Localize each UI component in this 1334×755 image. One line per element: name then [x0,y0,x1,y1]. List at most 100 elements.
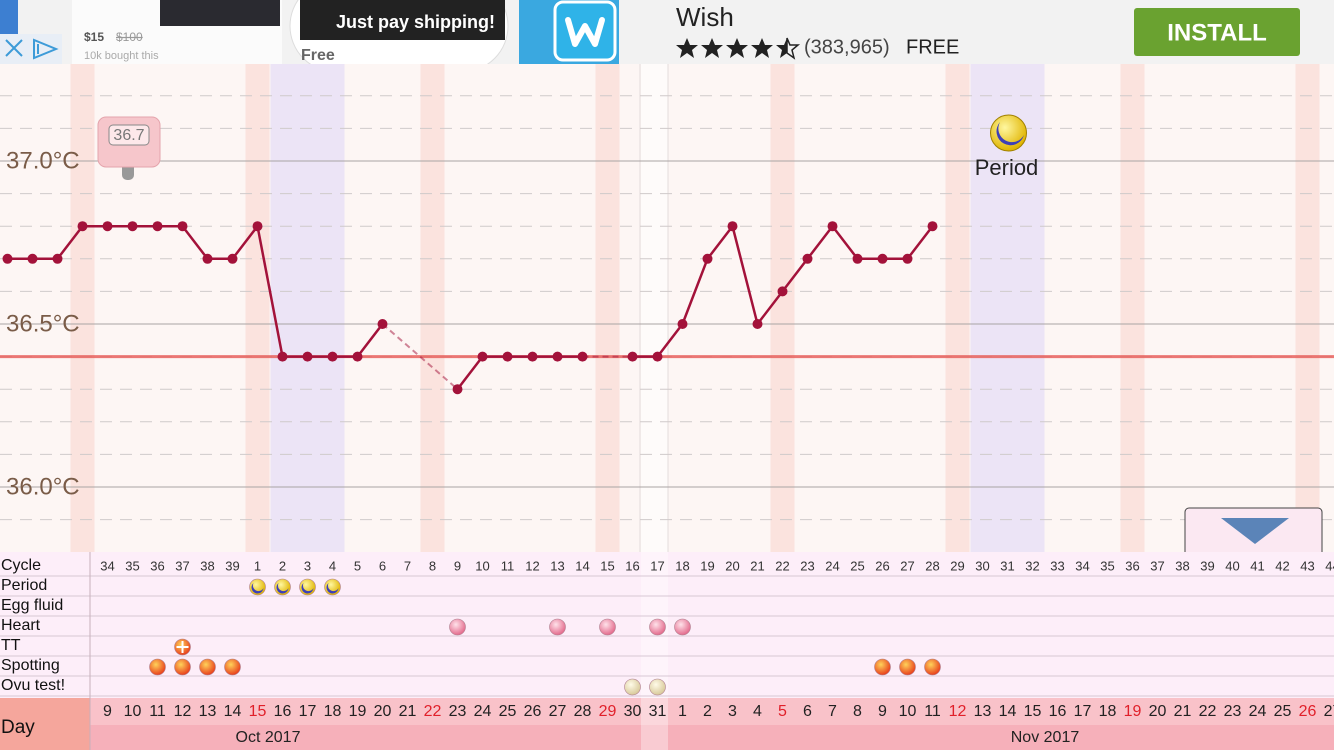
ad-title: Wish [676,2,734,32]
row-label: TT [1,637,21,654]
cycle-day: 44 [1325,558,1334,573]
ad-sold: 10k bought this [84,50,159,62]
temperature-point [2,253,13,264]
cycle-day: 23 [800,558,814,573]
month-label: Nov 2017 [1011,729,1080,746]
temperature-point [477,351,488,362]
x-tick-label: 12 [174,703,192,720]
spotting-icon [174,658,191,676]
x-tick-label: 9 [103,703,112,720]
x-tick-label: 13 [199,703,217,720]
temperature-point [902,253,913,264]
period-icon-moon [326,583,339,594]
tt-icon-cross [176,641,189,653]
period-icon [990,114,1027,152]
cycle-day: 7 [404,558,411,573]
temperature-point [827,221,838,232]
ad-choices-icon[interactable] [33,38,59,60]
ovu-test-icon [649,678,666,696]
cycle-day: 4 [329,558,336,573]
cycle-day: 37 [1150,558,1164,573]
today-band [641,64,668,552]
cycle-day: 26 [875,558,889,573]
cycle-day: 38 [200,558,214,573]
cycle-day: 30 [975,558,989,573]
cycle-day: 16 [625,558,639,573]
cycle-day: 35 [1100,558,1114,573]
cycle-day: 21 [750,558,764,573]
x-tick-label: 13 [974,703,992,720]
ad-promo: Just pay shipping! [336,12,495,32]
temperature-point [552,351,563,362]
temperature-point [577,351,588,362]
cycle-day: 3 [304,558,311,573]
temperature-point [127,221,138,232]
temperature-point [327,351,338,362]
cycle-day: 1 [254,558,261,573]
x-tick-label: 20 [374,703,392,720]
row-label: Day [1,717,35,738]
period-icon-moon [301,583,314,594]
temperature-point [177,221,188,232]
x-tick-label: 25 [499,703,517,720]
x-tick-label: 18 [1099,703,1117,720]
ad-close-icon[interactable] [5,39,23,57]
x-tick-label: 2 [703,703,712,720]
x-tick-label: 17 [299,703,317,720]
ad-install-label[interactable]: INSTALL [1167,19,1267,46]
temperature-point [777,286,788,297]
period-band [270,64,345,552]
x-tick-label: 25 [1274,703,1292,720]
temperature-point [377,319,388,329]
cycle-day: 36 [1125,558,1139,573]
x-tick-label: 23 [449,703,467,720]
cycle-day: 24 [825,558,839,573]
cycle-day: 33 [1050,558,1064,573]
ad-image [0,0,18,34]
cycle-day: 43 [1300,558,1314,573]
temperature-point [452,384,463,395]
ad-price-old: $100 [116,30,143,44]
row-label: Ovu test! [1,677,65,694]
temperature-chart: 36.0°C 36.5°C 37.0°C 36.7 Period [0,64,1334,552]
weekend-band [595,64,620,552]
temperature-point [752,319,763,329]
temperature-point [627,351,638,362]
x-tick-label: 30 [624,703,642,720]
row-label: Period [1,577,47,594]
row-label: Cycle [1,557,41,574]
weekend-band [1295,64,1320,552]
cycle-day: 34 [1075,558,1089,573]
day-label-cell [0,698,90,750]
temperature-point [202,253,213,264]
weekend-band [945,64,970,552]
weekend-band [70,64,95,552]
cycle-day: 32 [1025,558,1039,573]
temperature-point [27,253,38,264]
x-tick-label: 22 [1199,703,1217,720]
x-tick-label: 11 [924,703,941,720]
temperature-point [527,351,538,362]
temperature-point [252,221,263,232]
ad-product-image [160,0,280,26]
temperature-point [677,319,688,329]
x-tick-label: 21 [399,703,417,720]
weekend-band [245,64,270,552]
ad-promo-image [300,0,505,40]
temperature-line [7,224,384,358]
ad-banner[interactable]: $15 $100 10k bought this Just pay shippi… [0,0,1334,73]
temperature-point [277,351,288,362]
x-tick-label: 15 [249,703,267,720]
temperature-point [227,253,238,264]
row-label: Egg fluid [1,597,63,614]
temperature-point [652,351,663,362]
cycle-day: 13 [550,558,564,573]
x-tick-label: 7 [828,703,837,720]
cycle-day: 15 [600,558,614,573]
month-label: Oct 2017 [236,729,301,746]
x-tick-label: 10 [899,703,917,720]
ad-install-button[interactable] [1134,8,1300,56]
x-tick-label: 26 [1299,703,1317,720]
y-tick-label: 36.0°C [6,473,80,500]
x-tick-label: 16 [1049,703,1067,720]
